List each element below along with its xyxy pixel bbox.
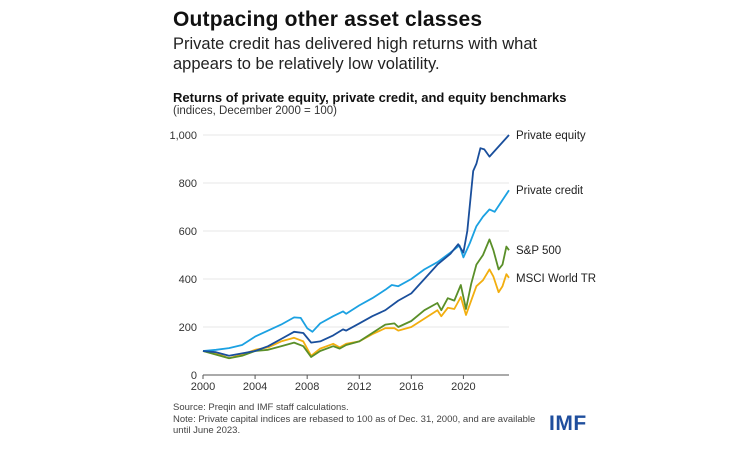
y-tick-label: 1,000	[169, 130, 197, 142]
x-tick-label: 2008	[295, 381, 319, 393]
footnote: Source: Preqin and IMF staff calculation…	[173, 402, 543, 437]
series-line-private-credit	[202, 189, 510, 352]
x-tick-label: 2020	[451, 381, 475, 393]
page-title: Outpacing other asset classes	[173, 8, 483, 31]
legend-label: Private equity	[516, 130, 586, 142]
legend: Private equity Private credit S&P 500 MSCI …	[516, 130, 596, 285]
x-tick-label: 2000	[191, 381, 215, 393]
source-note: Source: Preqin and IMF staff calculation…	[173, 402, 349, 413]
gridlines	[203, 134, 509, 328]
imf-logo: IMF	[549, 412, 587, 435]
x-tick-label: 2004	[243, 381, 267, 393]
x-tick-label: 2016	[399, 381, 423, 393]
series-line-private-equity	[202, 134, 510, 357]
chart-title: Returns of private equity, private credi…	[173, 90, 567, 105]
data-note: Note: Private capital indices are rebase…	[173, 413, 536, 437]
y-tick-label: 800	[179, 178, 197, 190]
y-tick-label: 400	[179, 274, 197, 286]
y-axis-labels: 0 200 400 600 800 1,000	[169, 130, 197, 382]
series-lines	[202, 134, 510, 360]
chart-subtitle: (indices, December 2000 = 100)	[173, 105, 337, 117]
series-line-msci-world-tr	[202, 268, 510, 360]
y-tick-label: 0	[191, 370, 197, 382]
legend-label: Private credit	[516, 185, 584, 197]
x-tick-label: 2012	[347, 381, 371, 393]
y-tick-label: 600	[179, 226, 197, 238]
x-axis: 2000 2004 2008 2012 2016 2020	[191, 374, 509, 393]
legend-label: S&P 500	[516, 245, 561, 257]
legend-label: MSCI World TR	[516, 273, 596, 285]
page-subtitle: Private credit has delivered high return…	[173, 35, 538, 73]
series-line-s-p-500	[202, 238, 510, 360]
y-tick-label: 200	[179, 322, 197, 334]
